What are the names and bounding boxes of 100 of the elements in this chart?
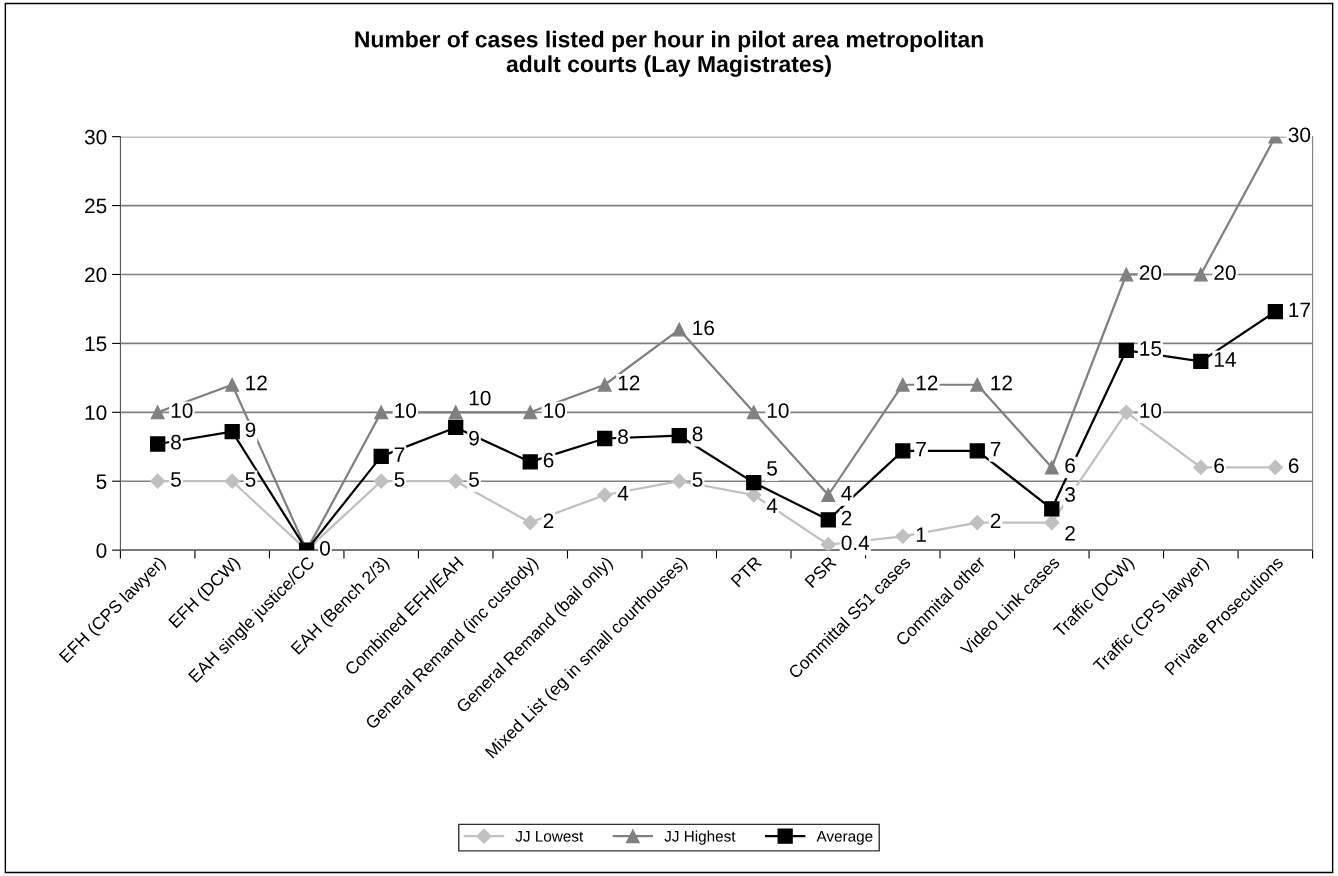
y-tick-label: 5 — [96, 474, 107, 489]
point — [1267, 304, 1283, 320]
point — [746, 474, 762, 491]
data-label: 17 — [1289, 302, 1310, 318]
point — [1119, 267, 1134, 282]
data-label: 9 — [469, 430, 479, 446]
legend-label: JJ Lowest — [515, 831, 584, 842]
point — [1044, 460, 1059, 475]
point — [150, 405, 165, 420]
data-label: 14 — [1214, 352, 1236, 367]
data-label: 6 — [1214, 458, 1224, 474]
data-label: 2 — [1065, 525, 1075, 541]
point — [969, 514, 985, 531]
data-label: 8 — [692, 426, 703, 442]
data-label: 20 — [1214, 265, 1236, 281]
data-label: 10 — [1140, 403, 1162, 418]
point — [1267, 459, 1283, 476]
point — [224, 473, 240, 489]
point — [895, 443, 911, 459]
data-label: 10 — [767, 403, 789, 418]
point — [1044, 501, 1060, 517]
data-label: 20 — [1139, 265, 1162, 281]
point — [1044, 514, 1060, 531]
point — [1193, 353, 1209, 369]
data-label: 10 — [544, 403, 566, 418]
point — [820, 537, 836, 551]
point — [523, 405, 538, 420]
data-label: 6 — [1065, 458, 1075, 474]
point — [150, 473, 166, 489]
point — [597, 487, 613, 503]
data-label: 3 — [1065, 487, 1075, 502]
point — [597, 430, 613, 447]
data-label: 4 — [841, 486, 852, 501]
point — [150, 436, 166, 452]
y-tick-label: 15 — [85, 336, 107, 352]
data-label: 8 — [618, 429, 628, 445]
point — [374, 405, 389, 420]
data-label: 5 — [692, 472, 703, 487]
data-label: 6 — [1288, 458, 1299, 474]
point — [895, 528, 911, 544]
data-label: 12 — [991, 375, 1012, 391]
point — [448, 419, 464, 436]
data-label: 2 — [990, 513, 1001, 528]
data-label: 5 — [171, 472, 181, 487]
data-label: 5 — [245, 472, 256, 487]
data-label: 10 — [469, 390, 491, 406]
data-label: 2 — [841, 510, 852, 526]
data-label: 7 — [916, 441, 926, 457]
data-label: 1 — [916, 527, 926, 542]
data-label: 5 — [394, 472, 405, 487]
point — [224, 423, 240, 440]
data-label: 12 — [916, 375, 938, 391]
legend-label: Average — [816, 831, 873, 845]
data-label: 12 — [618, 375, 640, 391]
point — [448, 405, 463, 420]
data-label: 7 — [394, 447, 405, 462]
point — [1193, 267, 1208, 282]
data-label: 5 — [767, 461, 777, 476]
y-tick-label: 25 — [85, 198, 107, 214]
point — [1118, 404, 1134, 420]
point — [672, 322, 687, 337]
point — [671, 473, 687, 489]
point — [1193, 459, 1209, 476]
data-label: 9 — [245, 422, 256, 438]
data-label: 0.4 — [841, 535, 870, 551]
y-tick-label: 30 — [84, 129, 107, 145]
point — [597, 377, 612, 392]
data-label: 10 — [395, 403, 417, 418]
point — [1118, 342, 1134, 358]
point — [671, 428, 687, 444]
data-label: 12 — [246, 375, 267, 391]
point — [969, 443, 985, 459]
legend-label: JJ Highest — [664, 830, 736, 845]
data-label: 10 — [171, 403, 193, 418]
point — [225, 377, 240, 392]
point — [522, 454, 538, 470]
data-label: 30 — [1288, 127, 1311, 143]
point — [448, 473, 464, 489]
data-label: 8 — [171, 434, 181, 450]
data-label: 5 — [469, 472, 479, 487]
data-label: 15 — [1140, 341, 1162, 356]
point — [821, 488, 836, 502]
data-label: 4 — [617, 486, 629, 501]
data-label: 6 — [543, 452, 554, 468]
point — [373, 473, 389, 489]
y-tick-label: 0 — [96, 543, 107, 558]
point — [820, 512, 836, 528]
point — [746, 405, 761, 420]
point — [970, 377, 985, 392]
point — [895, 377, 910, 392]
chart-title: Number of cases listed per hour in pilot area metropolitan adult courts (Lay Magistrates) — [355, 30, 983, 77]
y-tick-label: 10 — [85, 405, 107, 421]
data-label: 4 — [766, 498, 778, 513]
point — [373, 448, 389, 465]
y-tick-label: 20 — [85, 267, 107, 283]
data-label: 0 — [320, 540, 330, 556]
data-label: 7 — [990, 441, 1001, 457]
point — [522, 514, 538, 531]
data-label: 2 — [543, 513, 554, 528]
data-label: 16 — [693, 320, 714, 336]
